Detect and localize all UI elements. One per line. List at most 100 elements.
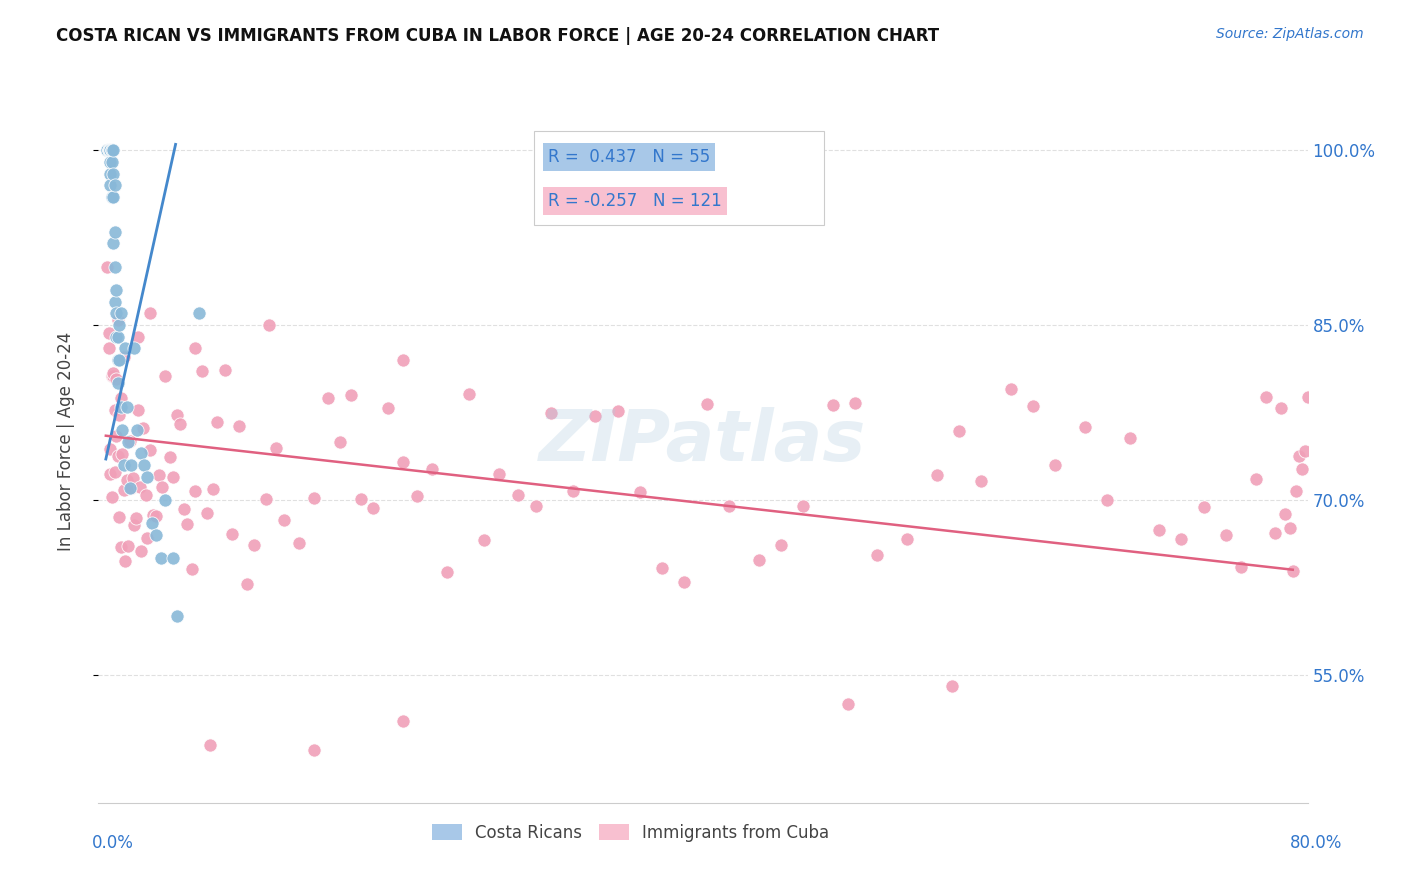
Point [103,190,125,204]
Point [100,190,122,204]
Point [970,474,993,488]
Point [104,402,127,417]
Point [107,449,129,463]
Point [105,372,128,386]
Text: COSTA RICAN VS IMMIGRANTS FROM CUBA IN LABOR FORCE | AGE 20-24 CORRELATION CHART: COSTA RICAN VS IMMIGRANTS FROM CUBA IN L… [56,27,939,45]
Point [228,418,250,433]
Point [107,353,129,368]
Point [540,406,562,420]
Text: R = -0.257   N = 121: R = -0.257 N = 121 [548,193,721,211]
Point [257,318,280,332]
Point [139,306,162,320]
Point [117,539,139,553]
Point [114,341,136,355]
Point [100,143,122,157]
Point [1294,443,1316,458]
Text: ZIPatlas: ZIPatlas [540,407,866,476]
Point [1264,526,1286,541]
Point [406,489,429,503]
Point [115,400,138,414]
Point [195,506,218,520]
Point [98,167,121,181]
Point [302,491,325,506]
Point [1230,560,1253,574]
Point [112,458,135,472]
Point [120,458,142,472]
Point [145,528,167,542]
Point [122,341,145,355]
Point [377,401,399,415]
Point [717,499,740,513]
Point [524,500,547,514]
Point [142,508,165,522]
Point [129,480,152,494]
Point [339,388,361,402]
Point [96,260,118,274]
Point [153,368,176,383]
Point [96,143,118,157]
Point [107,376,129,391]
Point [266,442,288,456]
Point [105,306,128,320]
Point [1147,523,1170,537]
Point [287,535,309,549]
Point [273,513,295,527]
Point [103,143,125,157]
Point [98,143,121,157]
Point [97,326,120,341]
Point [122,518,145,533]
Point [696,397,718,411]
Point [131,446,153,460]
Point [112,350,135,364]
Point [105,283,128,297]
Point [162,551,184,566]
FancyBboxPatch shape [534,131,824,225]
Point [124,511,146,525]
Point [103,367,125,381]
Point [1045,458,1067,472]
Point [188,306,211,320]
Point [110,306,132,320]
Point [191,364,214,378]
Point [118,481,141,495]
Point [1254,390,1277,404]
Point [98,467,121,481]
Point [105,329,128,343]
Point [131,544,153,558]
Point [104,294,127,309]
Point [135,488,157,502]
Point [162,469,184,483]
Point [173,502,195,516]
Point [436,565,458,579]
Point [139,442,162,457]
Point [100,369,122,384]
Point [1097,492,1119,507]
Point [606,404,628,418]
Point [118,434,141,449]
Point [361,501,384,516]
Point [97,143,120,157]
Point [98,143,121,157]
Point [1022,400,1045,414]
Point [941,679,963,693]
Point [134,458,156,472]
Point [350,491,373,506]
Point [180,562,202,576]
Point [391,353,413,368]
Point [111,447,134,461]
Point [1074,420,1097,434]
Point [114,553,136,567]
Point [837,697,859,711]
Point [1270,401,1292,416]
Point [97,341,120,355]
Text: 80.0%: 80.0% [1291,834,1343,852]
Text: R =  0.437   N = 55: R = 0.437 N = 55 [548,148,710,166]
Point [420,461,443,475]
Point [458,387,481,401]
Point [769,538,792,552]
Text: 0.0%: 0.0% [91,834,134,852]
Point [1215,528,1237,542]
Point [844,396,866,410]
Point [1274,507,1296,521]
Point [148,467,170,482]
